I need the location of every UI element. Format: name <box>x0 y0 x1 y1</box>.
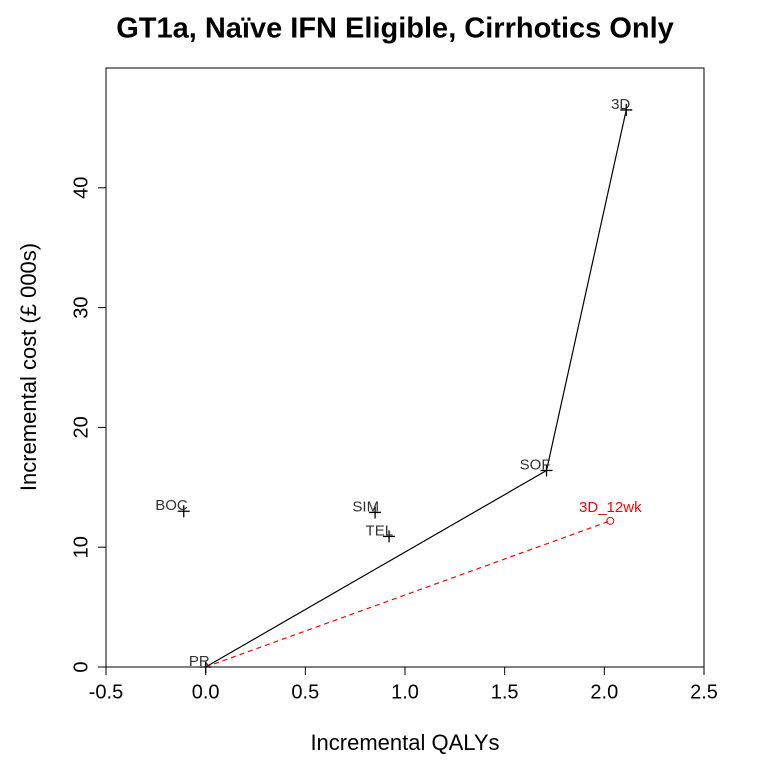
point <box>540 464 553 477</box>
y-tick-label: 0 <box>70 661 92 672</box>
y-tick-label: 30 <box>70 296 92 318</box>
frontier-line <box>205 520 611 668</box>
point-label: SOF <box>520 456 551 473</box>
point-label: TEL <box>366 522 394 539</box>
point <box>620 103 633 116</box>
chart-title: GT1a, Naïve IFN Eligible, Cirrhotics Onl… <box>116 13 674 45</box>
y-tick-label: 10 <box>70 536 92 558</box>
x-tick-label: 1.0 <box>391 681 419 703</box>
point <box>177 505 190 518</box>
point-label: SIM <box>352 498 379 515</box>
point-label: PR <box>189 653 210 670</box>
frontier-line <box>205 109 627 668</box>
point-label: BOC <box>155 497 188 514</box>
x-tick-label: 2.5 <box>690 681 718 703</box>
x-tick-label: -0.5 <box>89 681 123 703</box>
point <box>383 530 396 543</box>
y-tick-label: 40 <box>70 177 92 199</box>
x-tick-label: 0.5 <box>291 681 319 703</box>
point <box>369 506 382 519</box>
y-axis-label: Incremental cost (£ 000s) <box>16 243 41 491</box>
point-label: 3D <box>611 96 630 113</box>
x-tick-label: 1.5 <box>491 681 519 703</box>
x-tick-label: 0.0 <box>192 681 220 703</box>
x-tick-label: 2.0 <box>590 681 618 703</box>
point <box>199 661 212 673</box>
point <box>606 516 615 525</box>
plot-frame <box>105 67 705 668</box>
y-tick-label: 20 <box>70 416 92 438</box>
point-label: 3D_12wk <box>579 499 642 516</box>
x-axis-label: Incremental QALYs <box>310 730 499 755</box>
